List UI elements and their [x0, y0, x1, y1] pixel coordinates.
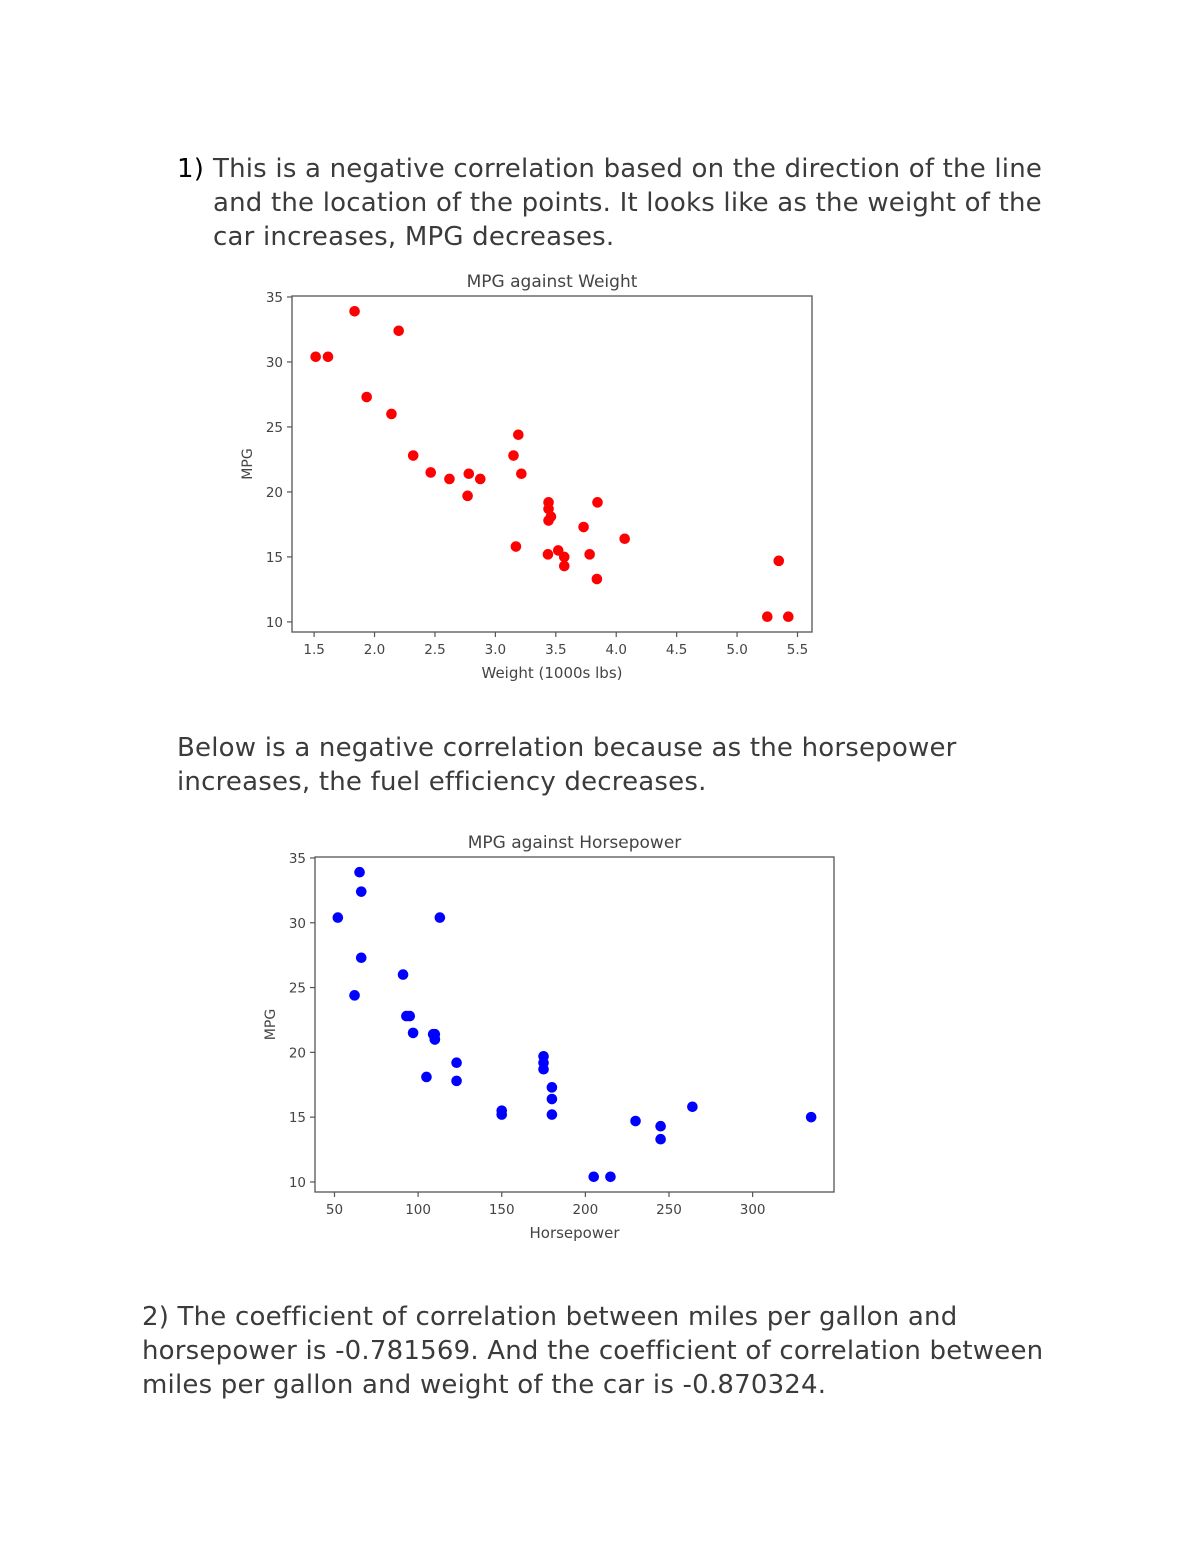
data-point	[349, 305, 360, 317]
data-point	[591, 573, 603, 585]
data-point	[538, 1050, 549, 1062]
y-tick-label: 15	[266, 550, 283, 566]
mpg-horsepower-scatter-chart: MPG against Horsepower 50 100 150 200 250 300 1…	[250, 829, 850, 1249]
data-point	[444, 473, 455, 485]
y-tick-label: 20	[289, 1045, 306, 1061]
data-points	[310, 305, 794, 623]
data-point	[407, 450, 419, 461]
data-point	[546, 1093, 558, 1105]
data-point	[354, 866, 365, 878]
data-point	[407, 1027, 419, 1039]
data-point	[630, 1115, 641, 1127]
y-tick-label: 25	[266, 420, 283, 436]
data-point	[463, 468, 475, 480]
data-point	[592, 497, 603, 508]
y-tick-label: 15	[289, 1110, 306, 1126]
x-tick-label: 50	[326, 1202, 343, 1218]
data-point	[462, 490, 473, 502]
data-point	[474, 473, 486, 485]
x-tick-label: 2.5	[424, 642, 445, 658]
x-tick-label: 4.0	[605, 642, 626, 658]
data-point	[361, 391, 372, 403]
x-tick-label: 250	[656, 1202, 682, 1218]
data-point	[349, 990, 360, 1001]
x-axis-label: Horsepower	[529, 1224, 620, 1242]
x-tick-label: 2.0	[364, 642, 385, 658]
x-tick-label: 5.0	[726, 642, 747, 658]
data-points	[332, 866, 817, 1183]
mpg-weight-scatter-chart: MPG against Weight 1.5 2.0 2.5 3.0 3.5 4.0 4.5 5…	[230, 268, 830, 688]
x-tick-label: 300	[740, 1202, 766, 1218]
data-point	[386, 408, 397, 420]
question-1-paragraph: 1) This is a negative correlation based …	[177, 152, 1077, 254]
y-tick-label: 35	[266, 290, 283, 306]
data-point	[805, 1111, 817, 1123]
x-tick-label: 3.0	[485, 642, 506, 658]
data-point	[451, 1075, 462, 1087]
x-tick-label: 4.5	[666, 642, 687, 658]
data-point	[542, 549, 554, 560]
y-axis-label: MPG	[240, 448, 256, 479]
data-point	[558, 560, 570, 572]
x-axis-label: Weight (1000s lbs)	[482, 664, 623, 682]
chart-title: MPG against Horsepower	[468, 833, 682, 853]
data-point	[546, 1082, 558, 1093]
data-point	[655, 1133, 666, 1145]
data-point	[605, 1171, 616, 1183]
y-axis-label: MPG	[263, 1009, 279, 1040]
question-1-number: 1)	[177, 154, 205, 184]
data-point	[516, 468, 527, 480]
y-tick-label: 25	[289, 981, 306, 997]
data-point	[510, 541, 522, 552]
data-point	[558, 551, 570, 563]
data-point	[421, 1071, 432, 1083]
data-point	[451, 1057, 462, 1069]
data-point	[543, 515, 554, 526]
data-point	[404, 1010, 416, 1022]
data-point	[619, 533, 630, 545]
plot-frame	[291, 295, 813, 633]
question-1-text: This is a negative correlation based on …	[213, 154, 1043, 252]
data-point	[434, 912, 446, 923]
x-tick-label: 100	[405, 1202, 431, 1218]
data-point	[355, 952, 367, 964]
data-point	[508, 450, 519, 461]
x-tick-label: 3.5	[545, 642, 566, 658]
data-point	[427, 1028, 439, 1040]
data-point	[496, 1109, 508, 1120]
y-tick-label: 10	[289, 1175, 306, 1191]
y-tick-label: 20	[266, 485, 283, 501]
data-point	[543, 497, 554, 508]
data-point	[332, 912, 344, 923]
data-point	[355, 886, 367, 897]
data-point	[761, 611, 773, 623]
data-point	[310, 351, 321, 363]
x-tick-label: 200	[572, 1202, 598, 1218]
y-tick-label: 35	[289, 851, 306, 867]
data-point	[513, 429, 524, 441]
y-tick-label: 30	[266, 355, 283, 371]
data-point	[393, 325, 405, 337]
data-point	[578, 521, 589, 533]
data-point	[687, 1101, 698, 1113]
x-tick-label: 5.5	[787, 642, 808, 658]
data-point	[584, 549, 595, 560]
horsepower-explanation-paragraph: Below is a negative correlation because …	[177, 733, 957, 797]
data-point	[783, 611, 794, 623]
chart-title: MPG against Weight	[467, 272, 638, 292]
x-tick-label: 150	[489, 1202, 515, 1218]
data-point	[397, 969, 409, 980]
data-point	[655, 1120, 666, 1132]
data-point	[425, 467, 437, 478]
x-tick-label: 1.5	[303, 642, 324, 658]
y-tick-label: 30	[289, 916, 306, 932]
data-point	[588, 1171, 600, 1183]
plot-frame	[314, 856, 835, 1193]
data-point	[546, 1109, 558, 1120]
data-point	[322, 351, 334, 363]
data-point	[773, 555, 785, 567]
y-tick-label: 10	[266, 615, 283, 631]
question-2-paragraph: 2) The coefficient of correlation betwee…	[142, 1302, 1044, 1400]
